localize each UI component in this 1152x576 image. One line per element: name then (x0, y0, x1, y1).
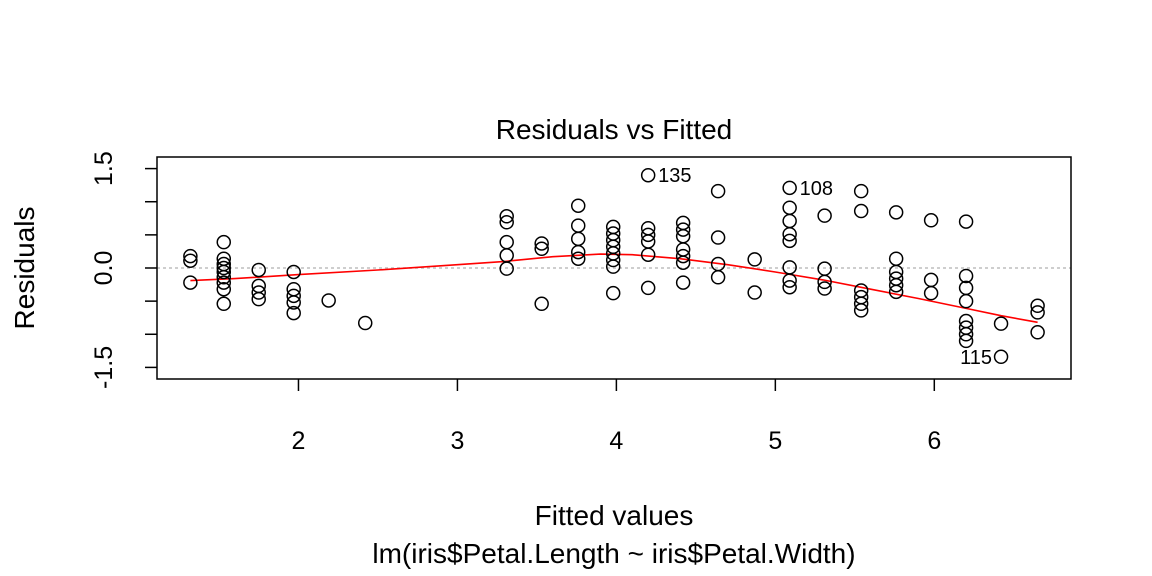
data-point (923, 213, 939, 228)
data-point (782, 200, 797, 215)
data-point (640, 227, 656, 243)
data-point (499, 215, 514, 230)
data-point (216, 275, 232, 290)
data-point (357, 315, 373, 331)
x-tick-label: 2 (292, 427, 306, 455)
data-point (782, 226, 797, 242)
data-point (675, 255, 691, 270)
data-point (958, 327, 974, 342)
data-point (853, 203, 869, 219)
data-point (251, 291, 266, 307)
model-formula-subtitle: lm(iris$Petal.Length ~ iris$Petal.Width) (372, 538, 855, 569)
data-point (958, 268, 974, 284)
point-label: 135 (658, 165, 691, 187)
data-point (499, 209, 514, 224)
data-point (888, 205, 904, 220)
data-point (534, 241, 549, 257)
data-point (640, 167, 656, 183)
data-point (534, 236, 549, 251)
data-point (853, 183, 869, 199)
data-point (675, 275, 691, 290)
data-point (782, 273, 797, 288)
data-point (216, 281, 232, 297)
data-point (675, 222, 691, 237)
data-point (958, 214, 974, 229)
data-point (958, 280, 974, 296)
y-axis-label: Residuals (9, 207, 40, 330)
data-point (993, 316, 1009, 331)
data-point (817, 208, 832, 223)
data-point (570, 198, 586, 213)
data-point (853, 303, 869, 318)
data-point (1030, 325, 1045, 340)
y-tick-label: 0.0 (90, 251, 118, 286)
data-point (499, 261, 514, 276)
data-point (570, 244, 586, 260)
data-point (923, 272, 939, 288)
point-label: 115 (960, 347, 992, 369)
data-point (499, 248, 514, 263)
data-point (817, 274, 832, 290)
data-point (605, 259, 621, 274)
y-tick-label: 1.5 (90, 151, 118, 186)
data-point (782, 233, 797, 249)
data-point (251, 285, 266, 300)
data-point (640, 280, 656, 296)
data-point (1030, 305, 1045, 320)
data-point (605, 252, 621, 268)
data-point (993, 349, 1009, 365)
data-point (747, 252, 762, 267)
x-tick-label: 6 (927, 427, 941, 455)
data-point (216, 270, 232, 285)
data-point (782, 180, 797, 196)
x-tick-label: 5 (768, 427, 782, 455)
data-point (570, 251, 586, 266)
plot-frame (156, 156, 1072, 380)
data-point (817, 281, 832, 296)
data-point (183, 275, 198, 290)
data-point (286, 288, 301, 304)
data-point (605, 285, 621, 301)
data-point (216, 296, 232, 312)
chart-title: Residuals vs Fitted (496, 114, 733, 145)
data-point (321, 293, 336, 308)
data-point (710, 270, 726, 285)
data-point (853, 296, 869, 312)
data-point (958, 293, 974, 309)
data-point (675, 248, 691, 264)
data-point (286, 295, 301, 310)
point-label: 108 (800, 178, 833, 200)
data-point (888, 277, 904, 293)
data-point (499, 234, 514, 250)
data-point (710, 183, 726, 199)
data-point (251, 262, 266, 278)
data-point (216, 234, 232, 250)
data-point (958, 333, 974, 349)
x-tick-label: 4 (609, 427, 623, 455)
x-tick-label: 3 (450, 427, 464, 455)
smoother-line (190, 253, 1038, 324)
data-point (782, 279, 797, 295)
data-point (216, 260, 232, 276)
data-point (216, 264, 232, 280)
data-point (286, 305, 301, 321)
data-point (888, 251, 904, 266)
data-point (570, 218, 586, 233)
data-point (747, 285, 762, 300)
data-point (1030, 298, 1045, 314)
data-point (570, 231, 586, 247)
data-point (183, 248, 198, 264)
x-axis-label: Fitted values (535, 500, 694, 531)
data-point (534, 296, 549, 312)
data-point (782, 213, 797, 229)
data-point (286, 264, 301, 280)
data-point (710, 230, 726, 245)
data-point (183, 253, 198, 268)
data-point (640, 247, 656, 262)
y-tick-label: -1.5 (90, 346, 118, 389)
data-point (888, 284, 904, 300)
data-point (923, 285, 939, 301)
